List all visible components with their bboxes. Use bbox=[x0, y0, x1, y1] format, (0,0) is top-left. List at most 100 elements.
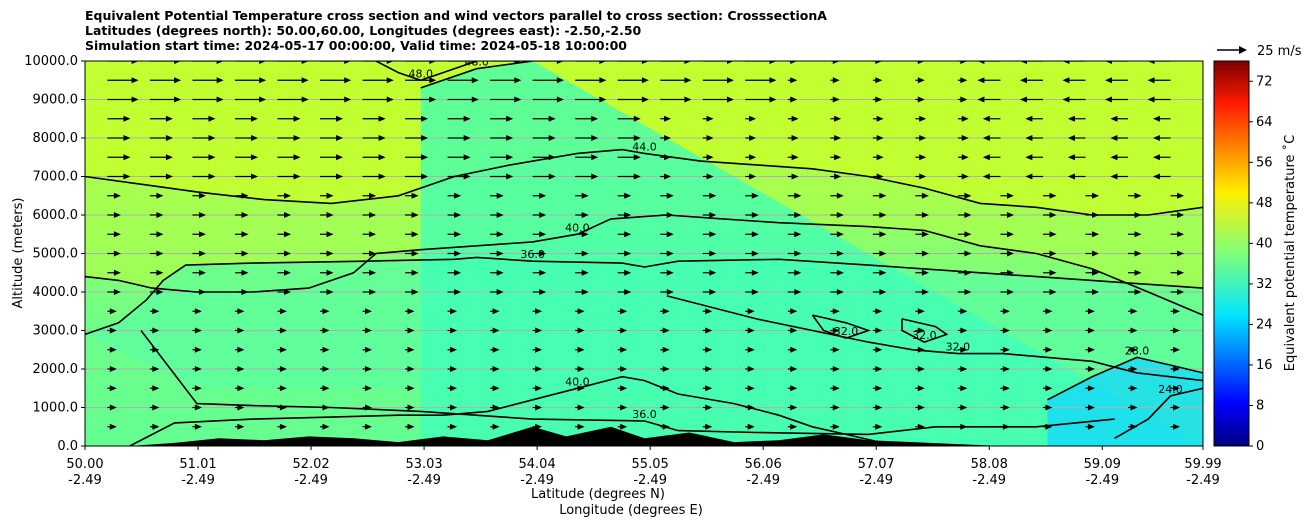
wind-vector bbox=[447, 135, 471, 141]
wind-vector bbox=[787, 366, 798, 372]
wind-vector bbox=[1085, 423, 1095, 430]
wind-vector bbox=[277, 231, 292, 238]
wind-vector bbox=[320, 269, 334, 276]
wind-vector bbox=[617, 173, 641, 180]
wind-vector bbox=[1085, 327, 1095, 334]
wind-vector bbox=[192, 231, 206, 238]
wind-vector bbox=[830, 115, 842, 122]
wind-vector bbox=[660, 327, 670, 334]
wind-vector bbox=[745, 423, 755, 430]
wind-vector bbox=[192, 269, 206, 276]
wind-vector bbox=[1062, 96, 1086, 103]
wind-vector bbox=[872, 61, 883, 64]
wind-vector bbox=[977, 61, 1001, 64]
wind-vector bbox=[405, 173, 429, 180]
wind-vector bbox=[1170, 192, 1185, 199]
wind-vector bbox=[787, 115, 799, 122]
wind-vector bbox=[149, 96, 182, 103]
contour-line-32 bbox=[666, 295, 1203, 382]
wind-vector bbox=[447, 404, 458, 411]
wind-vector bbox=[192, 96, 224, 103]
wind-vector bbox=[1000, 289, 1014, 295]
wind-vector bbox=[575, 61, 607, 64]
wind-vector bbox=[830, 308, 840, 315]
wind-vector bbox=[702, 115, 714, 122]
wind-vector bbox=[915, 308, 925, 315]
wind-vector bbox=[234, 154, 259, 161]
wind-vector bbox=[1042, 212, 1057, 218]
wind-vector bbox=[575, 346, 585, 353]
wind-vector bbox=[702, 423, 713, 430]
wind-vector bbox=[915, 212, 929, 218]
wind-vector bbox=[192, 212, 206, 218]
wind-vector bbox=[1067, 173, 1086, 180]
wind-vector bbox=[447, 192, 462, 199]
wind-vector bbox=[277, 327, 287, 334]
wind-vector bbox=[320, 289, 334, 295]
wind-vector bbox=[745, 115, 757, 122]
wind-vector bbox=[277, 212, 292, 218]
wind-vector bbox=[872, 308, 883, 315]
colorbar-tick-label: 64 bbox=[1256, 115, 1273, 130]
wind-vector bbox=[1128, 269, 1142, 276]
wind-vector bbox=[192, 135, 216, 141]
contour-line-44 bbox=[85, 148, 1203, 216]
wind-vector bbox=[234, 327, 245, 334]
wind-vector bbox=[320, 96, 352, 103]
wind-vector bbox=[490, 346, 500, 353]
wind-vector bbox=[872, 212, 887, 218]
wind-vector bbox=[320, 173, 344, 180]
wind-vector bbox=[1085, 212, 1100, 218]
wind-vector bbox=[192, 404, 202, 411]
wind-vector bbox=[957, 154, 969, 161]
wind-vector bbox=[405, 269, 419, 276]
wind-vector bbox=[362, 212, 377, 218]
wind-vector bbox=[405, 115, 429, 122]
wind-vector bbox=[234, 250, 249, 257]
wind-vector bbox=[405, 231, 419, 238]
wind-vector bbox=[320, 231, 334, 238]
terrain-silhouette bbox=[129, 426, 1003, 446]
wind-vector bbox=[149, 327, 160, 334]
wind-vector bbox=[830, 212, 844, 218]
y-tick-label: 1000.0 bbox=[33, 401, 79, 416]
wind-vector bbox=[320, 115, 344, 122]
wind-vector bbox=[149, 269, 164, 276]
wind-vector bbox=[1104, 61, 1129, 64]
wind-vector bbox=[1128, 289, 1142, 295]
wind-vector bbox=[1128, 366, 1138, 372]
contour-label: 40.0 bbox=[565, 221, 590, 234]
wind-vector bbox=[617, 404, 628, 411]
wind-vector bbox=[107, 289, 121, 295]
x-tick-label-lon: -2.49 bbox=[407, 473, 441, 488]
wind-vector bbox=[575, 385, 585, 392]
wind-vector bbox=[192, 192, 206, 199]
wind-vector bbox=[532, 115, 556, 122]
wind-vector bbox=[915, 192, 929, 199]
wind-vector bbox=[660, 308, 670, 315]
wind-vector bbox=[872, 115, 884, 122]
wind-vectors bbox=[107, 61, 1185, 430]
wind-vector bbox=[320, 346, 330, 353]
wind-vector bbox=[745, 269, 759, 276]
wind-vector bbox=[532, 154, 556, 161]
wind-vector bbox=[490, 77, 522, 84]
wind-vector bbox=[1000, 269, 1014, 276]
wind-vector bbox=[320, 423, 330, 430]
wind-vector bbox=[575, 250, 589, 257]
wind-vector bbox=[234, 366, 245, 372]
wind-vector bbox=[982, 115, 1001, 122]
wind-vector bbox=[1128, 231, 1142, 238]
contour-label: 48.0 bbox=[464, 56, 489, 69]
wind-vector bbox=[490, 385, 500, 392]
wind-vector bbox=[1042, 366, 1053, 372]
wind-vector bbox=[982, 173, 1001, 180]
wind-vector bbox=[149, 385, 160, 392]
wind-vector bbox=[1170, 289, 1185, 295]
colorbar-gradient bbox=[1213, 60, 1250, 447]
chart-title-line-2: Latitudes (degrees north): 50.00,60.00, … bbox=[85, 23, 642, 38]
wind-vector bbox=[320, 154, 344, 161]
wind-vector bbox=[1000, 192, 1014, 199]
wind-vector bbox=[660, 346, 670, 353]
